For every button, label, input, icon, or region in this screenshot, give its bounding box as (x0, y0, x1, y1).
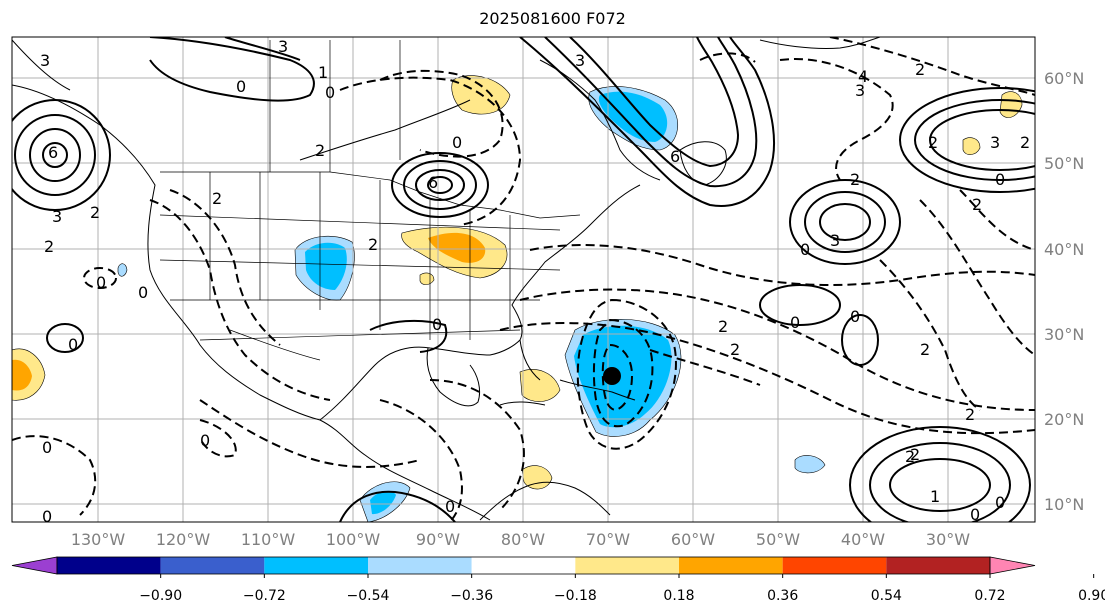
colorbar-segment (679, 557, 783, 574)
latitude-label: 10°N (1044, 495, 1084, 514)
contour-label: 2 (730, 340, 740, 359)
contour-label: 0 (850, 307, 860, 326)
longitude-label: 120°W (156, 530, 211, 549)
contour-label: 2 (1020, 133, 1030, 152)
latitude-labels: 60°N 50°N 40°N 30°N 20°N 10°N (1044, 69, 1084, 514)
colorbar-extend-high (989, 556, 1036, 575)
contour-label: 1 (318, 63, 328, 82)
colorbar-tick-label: −0.36 (450, 588, 493, 604)
longitude-label: 100°W (326, 530, 381, 549)
contour-label: 0 (68, 335, 78, 354)
contour-label: 2 (915, 60, 925, 79)
longitude-label: 130°W (71, 530, 126, 549)
positive-contours (12, 37, 1035, 522)
contour-label: 2 (44, 237, 54, 256)
longitude-label: 80°W (501, 530, 545, 549)
contour-label: 2 (212, 189, 222, 208)
storm-center-marker (603, 367, 621, 385)
contour-label: 4 (858, 67, 868, 86)
latitude-label: 40°N (1044, 240, 1084, 259)
longitude-label: 40°W (841, 530, 885, 549)
colorbar-segment (368, 557, 472, 574)
longitude-label: 30°W (926, 530, 970, 549)
contour-label: 2 (920, 340, 930, 359)
contour-label: 3 (830, 231, 840, 250)
contour-label: 0 (970, 505, 980, 524)
colorbar-segment (782, 557, 887, 574)
latitude-label: 50°N (1044, 154, 1084, 173)
contour-label: 0 (995, 493, 1005, 512)
contour-label: 0 (236, 77, 246, 96)
contour-label: 1 (930, 487, 940, 506)
contour-label: 0 (96, 273, 106, 292)
contour-label: 6 (48, 143, 58, 162)
colorbar-segment (264, 557, 368, 574)
contour-label: 0 (995, 170, 1005, 189)
contour-label: 6 (428, 173, 438, 192)
coastlines (12, 37, 881, 521)
contour-label: 0 (452, 133, 462, 152)
colorbar-segment (57, 557, 161, 574)
contour-label: 2 (718, 317, 728, 336)
contour-label: 2 (905, 447, 915, 466)
colorbar-extend-low (11, 556, 58, 575)
latitude-label: 20°N (1044, 410, 1084, 429)
contour-label: 0 (200, 431, 210, 450)
colorbar-tick-label: 0.18 (663, 588, 694, 604)
contour-label: 3 (52, 207, 62, 226)
longitude-label: 70°W (586, 530, 630, 549)
longitude-labels: 130°W 120°W 110°W 100°W 90°W 80°W 70°W 6… (71, 530, 970, 549)
contour-label: 2 (972, 195, 982, 214)
colorbar-segment (160, 557, 265, 574)
contour-label: 3 (575, 51, 585, 70)
contour-labels: 3 6 3 2 0 0 2 3 6 2 2 0 1 0 2 0 0 3 2 2 … (40, 37, 1030, 526)
contour-label: 0 (432, 315, 442, 334)
longitude-label: 60°W (671, 530, 715, 549)
contour-label: 2 (965, 405, 975, 424)
contour-label: 6 (670, 147, 680, 166)
contour-label: 2 (910, 445, 920, 464)
contour-label: 0 (42, 507, 52, 526)
contour-label: 0 (800, 240, 810, 259)
contour-label: 3 (855, 81, 865, 100)
longitude-label: 50°W (756, 530, 800, 549)
colorbar-tick-label: −0.90 (139, 588, 182, 604)
colorbar: −0.90 −0.72 −0.54 −0.36 −0.18 0.18 0.36 0.54 0.7… (11, 556, 1105, 604)
contour-label: 0 (138, 283, 148, 302)
latitude-label: 30°N (1044, 325, 1084, 344)
colorbar-tick-label: 0.36 (767, 588, 798, 604)
colorbar-segment (471, 557, 576, 574)
colorbar-tick-label: 0.72 (974, 588, 1005, 604)
longitude-label: 110°W (241, 530, 296, 549)
colorbar-border (56, 556, 991, 575)
map-title: 2025081600 F072 (479, 9, 626, 28)
contour-label: 3 (40, 51, 50, 70)
contour-label: 2 (928, 133, 938, 152)
contour-label: 2 (90, 203, 100, 222)
negative-contours (12, 37, 1035, 522)
contour-label: 0 (445, 497, 455, 516)
colorbar-tick-label: 0.90 (1078, 588, 1105, 604)
contour-label: 2 (315, 141, 325, 160)
longitude-label: 90°W (416, 530, 460, 549)
contour-label: 3 (278, 37, 288, 56)
colorbar-tick-label: −0.18 (554, 588, 597, 604)
political-borders (159, 40, 581, 361)
contour-label: 0 (42, 438, 52, 457)
map-frame (11, 36, 1036, 523)
contour-label: 0 (790, 313, 800, 332)
colorbar-tick-label: 0.54 (871, 588, 902, 604)
contour-label: 2 (368, 235, 378, 254)
contour-label: 3 (990, 133, 1000, 152)
colorbar-segment (575, 557, 679, 574)
colorbar-tick-label: −0.54 (347, 588, 390, 604)
contour-label: 0 (325, 83, 335, 102)
colorbar-tick-label: −0.72 (243, 588, 286, 604)
colorbar-segment (886, 557, 990, 574)
shaded-anomalies (12, 75, 1023, 522)
contour-label: 2 (850, 170, 860, 189)
latitude-label: 60°N (1044, 69, 1084, 88)
